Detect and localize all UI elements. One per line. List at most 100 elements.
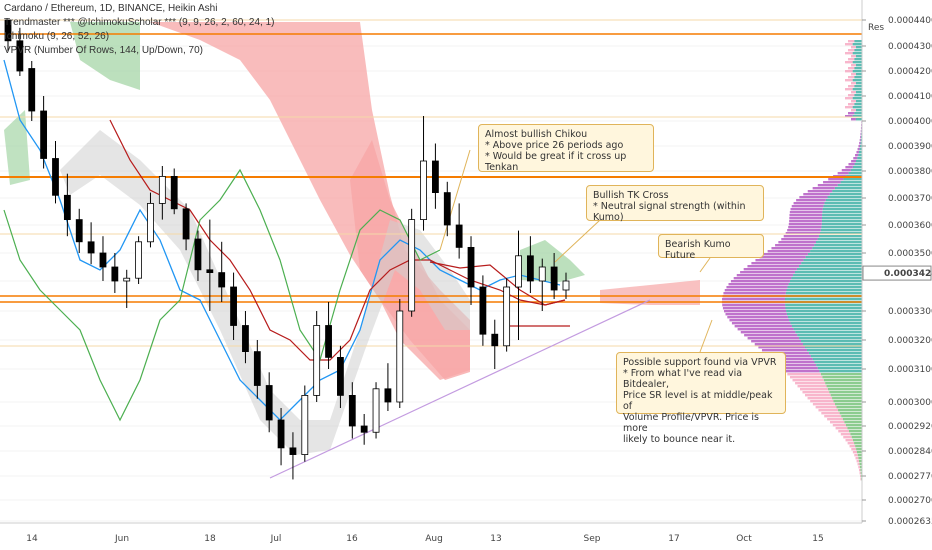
vpvr-up-bar (860, 142, 862, 145)
candle-bull (420, 160, 427, 220)
kumo-bull-early (70, 22, 140, 90)
vpvr-up-bar (840, 181, 862, 184)
vpvr-down-bar (837, 172, 849, 175)
vpvr-down-bar (851, 46, 856, 49)
vpvr-down-bar (789, 220, 822, 223)
vpvr-up-bar (860, 145, 862, 148)
current-price-label: 0.00034283 (884, 269, 932, 279)
vpvr-up-bar (790, 322, 862, 325)
vpvr-up-bar (786, 289, 862, 292)
vpvr-down-bar (789, 214, 823, 217)
vpvr-up-bar (850, 433, 862, 436)
vpvr-up-bar (803, 343, 862, 346)
vpvr-down-bar (855, 457, 859, 460)
vpvr-down-bar (784, 370, 820, 373)
vpvr-support-note[interactable]: Possible support found via VPVR * From w… (616, 352, 786, 445)
vpvr-up-bar (812, 358, 862, 361)
candle-bear (170, 175, 178, 210)
vpvr-up-bar (834, 403, 862, 406)
vpvr-up-bar (854, 67, 862, 70)
vpvr-down-bar (853, 157, 858, 160)
candle-bear (52, 158, 59, 196)
vpvr-down-bar (851, 118, 856, 121)
vpvr-up-bar (859, 148, 862, 151)
vpvr-down-bar (734, 325, 792, 328)
vpvr-down-bar (851, 448, 857, 451)
candle-bull (503, 286, 511, 347)
kumo-future-note[interactable]: Bearish Kumo Future (658, 234, 764, 261)
vpvr-down-bar (790, 208, 823, 211)
vpvr-up-bar (832, 397, 862, 400)
candle-bear (384, 388, 392, 403)
vpvr-up-bar (854, 76, 862, 79)
vpvr-up-bar (839, 412, 862, 415)
legend-trendmaster: Trendmaster *** @IchimokuScholar *** (9,… (4, 17, 275, 28)
vpvr-down-bar (729, 319, 790, 322)
candle-bear (182, 208, 190, 240)
vpvr-up-bar (821, 223, 862, 226)
vpvr-down-bar (857, 148, 860, 151)
candle-bear (337, 356, 344, 396)
vpvr-down-bar (795, 382, 826, 385)
time-tick-label: Jun (114, 534, 129, 544)
vpvr-down-bar (765, 352, 809, 355)
vpvr-up-bar (852, 106, 862, 109)
price-tick-label: 0.00029200 (888, 422, 932, 432)
vpvr-up-bar (827, 196, 862, 199)
vpvr-down-bar (848, 67, 855, 70)
vpvr-down-bar (859, 472, 861, 475)
vpvr-down-bar (799, 196, 828, 199)
vpvr-down-bar (755, 259, 804, 262)
candle-bear (111, 266, 119, 282)
candle-bear (360, 425, 368, 433)
chikou-callout-line (439, 149, 471, 251)
candle-bull (538, 266, 546, 282)
vpvr-down-bar (848, 163, 855, 166)
vpvr-up-bar (859, 460, 862, 463)
price-tick-label: 0.00028400 (888, 447, 932, 457)
vpvr-up-bar (852, 70, 862, 73)
legend-vpvr: VPVR (Number Of Rows, 144, Up/Down, 70) (4, 45, 203, 56)
vpvr-up-bar (825, 199, 862, 202)
chikou-note[interactable]: Almost bullish Chikou * Above price 26 p… (478, 124, 654, 173)
candle-bear (28, 68, 36, 112)
vpvr-down-bar (778, 364, 817, 367)
vpvr-up-bar (812, 247, 862, 250)
vpvr-down-bar (788, 226, 822, 229)
legend-title: Cardano / Ethereum, 1D, BINANCE, Heikin … (4, 3, 218, 14)
vpvr-up-bar (856, 448, 862, 451)
vpvr-up-bar (832, 190, 862, 193)
vpvr-down-bar (731, 322, 791, 325)
vpvr-down-bar (851, 82, 856, 85)
candle-bear (230, 286, 237, 326)
candle-bear (325, 325, 332, 358)
vpvr-up-bar (842, 418, 862, 421)
vpvr-up-bar (852, 88, 862, 91)
vpvr-up-bar (814, 244, 862, 247)
candle-bull (562, 280, 570, 291)
kumo-bull-recent (520, 240, 585, 282)
price-tick-label: 0.00026350 (888, 517, 932, 527)
tk-cross-note[interactable]: Bullish TK Cross * Neutral signal streng… (586, 185, 764, 223)
price-tick-label: 0.00037000 (888, 194, 932, 204)
vpvr-down-bar (849, 445, 856, 448)
vpvr-down-bar (860, 130, 862, 133)
kumo-callout-line (699, 257, 711, 273)
candle-bear (550, 266, 558, 291)
vpvr-down-bar (829, 421, 845, 424)
vpvr-down-bar (778, 241, 816, 244)
kumo-bull-left (4, 110, 30, 185)
vpvr-up-bar (854, 163, 862, 166)
vpvr-down-bar (848, 58, 855, 61)
vpvr-down-bar (848, 85, 855, 88)
kumo-future-bear (600, 280, 700, 305)
vpvr-down-bar (848, 94, 855, 97)
vpvr-down-bar (799, 388, 828, 391)
candle-bear (277, 419, 285, 449)
vpvr-up-bar (859, 463, 862, 466)
vpvr-up-bar (855, 82, 862, 85)
vpvr-up-bar (815, 241, 862, 244)
vpvr-down-bar (851, 55, 856, 58)
vpvr-up-bar (841, 415, 862, 418)
